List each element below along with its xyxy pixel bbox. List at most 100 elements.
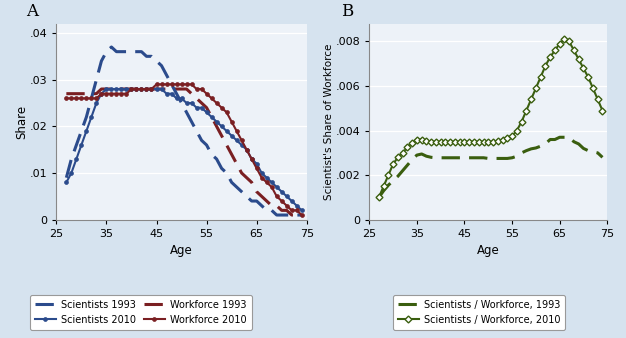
Scientists 1993 <box>93 78 100 82</box>
Scientists / Workforce, 2010 <box>518 120 525 124</box>
Line: Scientists 1993: Scientists 1993 <box>66 47 302 215</box>
Scientists 2010 <box>118 87 125 91</box>
Workforce 1993 <box>148 87 155 91</box>
Scientists / Workforce, 2010 <box>490 140 497 144</box>
Workforce 2010 <box>153 82 160 87</box>
Workforce 2010 <box>138 87 145 91</box>
Scientists / Workforce, 1993 <box>551 138 558 142</box>
Scientists / Workforce, 2010 <box>446 140 454 144</box>
Scientists 2010 <box>268 180 275 185</box>
Workforce 1993 <box>68 92 75 96</box>
Workforce 2010 <box>253 166 260 170</box>
Workforce 1993 <box>288 213 295 217</box>
Scientists 2010 <box>273 185 280 189</box>
X-axis label: Age: Age <box>170 244 193 257</box>
Workforce 2010 <box>68 96 75 100</box>
Scientists 1993 <box>243 194 250 198</box>
Scientists 2010 <box>223 129 230 133</box>
Scientists 1993 <box>203 143 210 147</box>
Workforce 2010 <box>268 185 275 189</box>
Scientists 2010 <box>158 87 165 91</box>
Workforce 1993 <box>168 87 175 91</box>
Workforce 1993 <box>73 92 80 96</box>
Scientists / Workforce, 1993 <box>428 155 435 159</box>
Scientists / Workforce, 2010 <box>475 140 483 144</box>
Scientists / Workforce, 1993 <box>580 146 587 150</box>
Scientists 2010 <box>193 106 200 110</box>
Scientists 1993 <box>198 138 205 142</box>
Workforce 2010 <box>158 82 165 87</box>
Workforce 1993 <box>123 87 130 91</box>
Text: A: A <box>26 3 38 20</box>
Scientists / Workforce, 2010 <box>413 138 421 142</box>
X-axis label: Age: Age <box>477 244 500 257</box>
Scientists / Workforce, 2010 <box>585 75 592 79</box>
Workforce 1993 <box>133 87 140 91</box>
Scientists / Workforce, 1993 <box>470 156 478 160</box>
Workforce 2010 <box>228 120 235 124</box>
Scientists / Workforce, 2010 <box>565 40 573 44</box>
Scientists 2010 <box>203 110 210 114</box>
Scientists 2010 <box>253 162 260 166</box>
Scientists / Workforce, 1993 <box>418 152 426 156</box>
Workforce 2010 <box>283 204 290 208</box>
Scientists 1993 <box>278 213 285 217</box>
Scientists 1993 <box>263 208 270 212</box>
Workforce 1993 <box>178 87 185 91</box>
Workforce 2010 <box>83 96 90 100</box>
Workforce 2010 <box>73 96 80 100</box>
Scientists 1993 <box>288 213 295 217</box>
Workforce 1993 <box>128 87 135 91</box>
Scientists 2010 <box>138 87 145 91</box>
Scientists 2010 <box>233 138 240 142</box>
Workforce 2010 <box>143 87 150 91</box>
Workforce 1993 <box>278 208 285 212</box>
Workforce 2010 <box>258 176 265 180</box>
Workforce 1993 <box>98 87 105 91</box>
Scientists / Workforce, 1993 <box>518 151 525 155</box>
Scientists / Workforce, 2010 <box>466 140 473 144</box>
Scientists 2010 <box>168 92 175 96</box>
Scientists / Workforce, 2010 <box>503 136 511 140</box>
Scientists / Workforce, 1993 <box>461 156 468 160</box>
Scientists / Workforce, 1993 <box>413 153 421 157</box>
Workforce 1993 <box>153 87 160 91</box>
Scientists 1993 <box>253 199 260 203</box>
Scientists 1993 <box>88 96 95 100</box>
Workforce 2010 <box>288 208 295 212</box>
Scientists / Workforce, 1993 <box>375 195 382 199</box>
Workforce 2010 <box>233 129 240 133</box>
Workforce 1993 <box>118 87 125 91</box>
Scientists / Workforce, 1993 <box>394 174 402 178</box>
Scientists 1993 <box>178 101 185 105</box>
Scientists 1993 <box>68 157 75 161</box>
Scientists / Workforce, 2010 <box>456 140 463 144</box>
Scientists / Workforce, 1993 <box>480 156 487 160</box>
Scientists / Workforce, 2010 <box>442 140 449 144</box>
Scientists / Workforce, 1993 <box>446 156 454 160</box>
Scientists / Workforce, 1993 <box>423 154 430 158</box>
Scientists / Workforce, 1993 <box>380 189 387 193</box>
Scientists / Workforce, 2010 <box>598 108 606 113</box>
Workforce 2010 <box>148 87 155 91</box>
Scientists / Workforce, 1993 <box>408 158 416 162</box>
Scientists / Workforce, 1993 <box>541 142 549 146</box>
Scientists / Workforce, 2010 <box>570 48 578 52</box>
Workforce 1993 <box>158 87 165 91</box>
Workforce 2010 <box>163 82 170 87</box>
Scientists 2010 <box>298 208 305 212</box>
Scientists 2010 <box>163 92 170 96</box>
Scientists 1993 <box>158 64 165 68</box>
Workforce 2010 <box>193 87 200 91</box>
Scientists 2010 <box>123 87 130 91</box>
Scientists 2010 <box>198 106 205 110</box>
Workforce 2010 <box>93 96 100 100</box>
Scientists / Workforce, 2010 <box>437 140 444 144</box>
Workforce 1993 <box>238 171 245 175</box>
Scientists 1993 <box>128 50 135 54</box>
Workforce 2010 <box>78 96 85 100</box>
Workforce 1993 <box>223 143 230 147</box>
Workforce 2010 <box>183 82 190 87</box>
Workforce 1993 <box>228 152 235 156</box>
Workforce 2010 <box>188 82 195 87</box>
